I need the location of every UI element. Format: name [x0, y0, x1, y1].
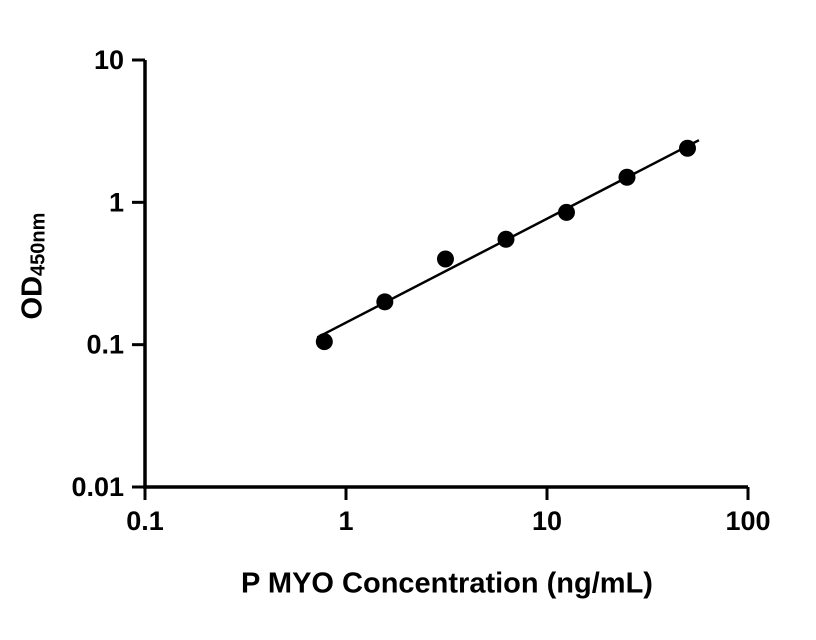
y-axis-label-subscript: 450nm [27, 212, 50, 276]
data-point [678, 139, 696, 157]
x-tick-label: 1 [338, 506, 353, 536]
data-point [557, 203, 575, 221]
x-axis-label: P MYO Concentration (ng/mL) [241, 567, 653, 600]
data-point [376, 293, 394, 311]
x-tick-label: 0.1 [126, 506, 164, 536]
data-point [315, 333, 333, 351]
x-tick-label: 100 [725, 506, 770, 536]
x-tick-label: 10 [532, 506, 562, 536]
data-point [497, 230, 515, 248]
y-tick-label: 10 [94, 45, 124, 75]
y-tick-label: 0.1 [86, 330, 124, 360]
data-point [436, 250, 454, 268]
y-axis-label-main: OD [16, 275, 49, 320]
y-axis-label: OD450nm [17, 213, 50, 320]
y-tick-label: 0.01 [71, 472, 124, 502]
data-point [618, 168, 636, 186]
y-tick-label: 1 [109, 187, 124, 217]
